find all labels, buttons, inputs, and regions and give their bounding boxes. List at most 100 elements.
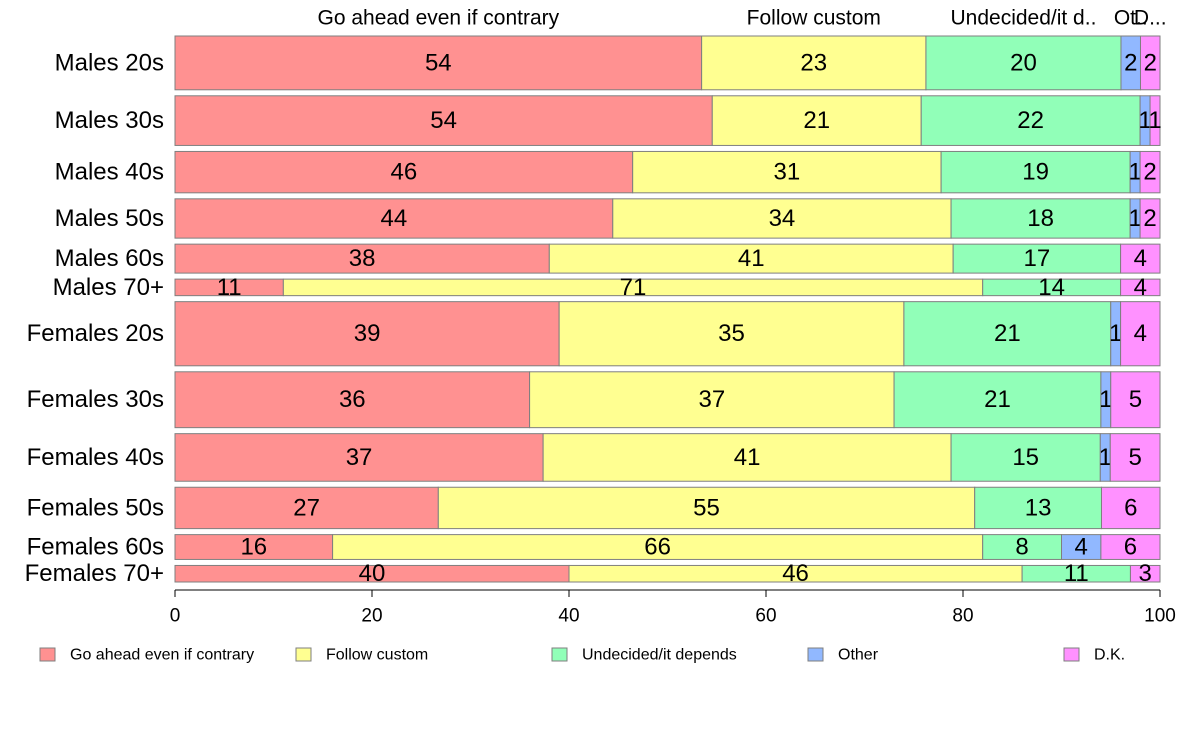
data-label: 1 (1109, 320, 1122, 347)
x-tick-label: 40 (558, 606, 579, 627)
legend-label: Other (838, 647, 879, 664)
legend-swatch (1063, 647, 1080, 662)
data-label: 46 (782, 560, 809, 587)
row-label: Females 60s (27, 534, 164, 561)
bar-segment (529, 371, 895, 429)
data-label: 27 (293, 494, 320, 521)
row-label: Males 50s (55, 205, 164, 232)
bar-segment (174, 35, 703, 91)
data-label: 37 (346, 444, 373, 471)
bar-segment (711, 95, 922, 146)
data-label: 2 (1143, 159, 1156, 186)
data-label: 21 (803, 107, 830, 134)
bar-segment (174, 534, 334, 560)
data-label: 5 (1128, 444, 1141, 471)
data-label: 18 (1027, 205, 1054, 232)
row-label: Males 70+ (53, 274, 164, 301)
data-label: 1 (1099, 386, 1112, 413)
data-label: 21 (994, 320, 1021, 347)
data-label: 8 (1015, 534, 1028, 561)
bar-segment (925, 35, 1122, 91)
bar-segment (437, 486, 976, 530)
data-label: 14 (1038, 274, 1065, 301)
data-label: 1 (1128, 159, 1141, 186)
data-label: 46 (390, 159, 417, 186)
x-tick-label: 100 (1144, 606, 1176, 627)
data-label: 37 (698, 386, 725, 413)
bar-segment (1129, 564, 1161, 583)
bar-segment (1149, 95, 1161, 146)
data-label: 31 (774, 159, 801, 186)
bar-segment (974, 486, 1102, 530)
bar-segment (952, 243, 1122, 274)
bar-segment (174, 243, 550, 274)
row-label: Males 60s (55, 245, 164, 272)
data-label: 16 (240, 534, 267, 561)
bar-segment (1120, 278, 1161, 297)
bar-segment (1120, 243, 1161, 274)
data-label: 4 (1134, 320, 1147, 347)
data-label: 39 (354, 320, 381, 347)
bar-segment (174, 433, 544, 482)
data-label: 40 (359, 560, 386, 587)
bar-segment (174, 95, 713, 146)
bar-segment (903, 301, 1112, 367)
data-label: 17 (1024, 245, 1051, 272)
bar-segment (1120, 301, 1161, 367)
data-label: 15 (1012, 444, 1039, 471)
row-label: Females 30s (27, 386, 164, 413)
bar-segment (174, 198, 614, 239)
bar-segment (950, 198, 1131, 239)
data-label: 44 (381, 205, 408, 232)
legend-swatch (39, 647, 56, 662)
bar-segment (558, 301, 905, 367)
bar-segment (982, 534, 1063, 560)
row-label: Females 40s (27, 444, 164, 471)
row-label: Females 50s (27, 494, 164, 521)
top-label: Go ahead even if contrary (317, 7, 559, 30)
bar-segment (1061, 534, 1102, 560)
bar-segment (1139, 150, 1161, 194)
data-label: 3 (1139, 560, 1152, 587)
data-label: 2 (1143, 205, 1156, 232)
data-label: 54 (425, 49, 452, 76)
x-tick-label: 80 (952, 606, 973, 627)
row-label: Males 20s (55, 49, 164, 76)
bar-segment (940, 150, 1131, 194)
bar-segment (1109, 433, 1161, 482)
data-label: 66 (644, 534, 671, 561)
data-label: 23 (800, 49, 827, 76)
data-label: 6 (1124, 534, 1137, 561)
data-label: 38 (349, 245, 376, 272)
bar-segment (701, 35, 927, 91)
bar-segment (1100, 534, 1161, 560)
bar-segment (174, 150, 634, 194)
top-label: D... (1134, 7, 1167, 30)
top-label: Ot.. (1114, 7, 1148, 30)
legend-label: D.K. (1094, 647, 1125, 664)
data-label: 6 (1124, 494, 1137, 521)
data-label: 4 (1134, 245, 1147, 272)
data-label: 5 (1129, 386, 1142, 413)
bar-segment (1139, 198, 1161, 239)
legend-label: Undecided/it depends (582, 647, 737, 664)
bar-segment (332, 534, 984, 560)
bar-segment (1139, 35, 1161, 91)
x-tick-label: 20 (361, 606, 382, 627)
data-label: 11 (217, 274, 242, 301)
row-label: Females 20s (27, 320, 164, 347)
top-label: Undecided/it d.. (950, 7, 1096, 30)
data-label: 41 (734, 444, 761, 471)
data-label: 4 (1134, 274, 1147, 301)
data-label: 1 (1138, 107, 1151, 134)
data-label: 13 (1025, 494, 1052, 521)
bar-segment (174, 301, 560, 367)
data-label: 1 (1128, 205, 1141, 232)
bar-segment (1110, 371, 1161, 429)
data-label: 11 (1064, 560, 1089, 587)
data-label: 22 (1017, 107, 1044, 134)
bar-segment (542, 433, 952, 482)
bar-segment (920, 95, 1141, 146)
data-label: 34 (769, 205, 796, 232)
